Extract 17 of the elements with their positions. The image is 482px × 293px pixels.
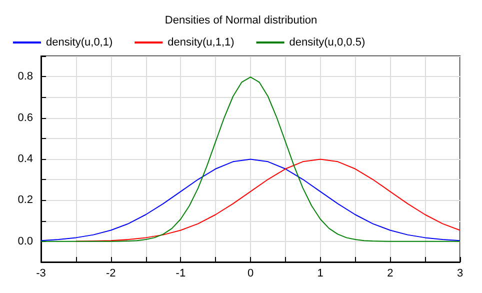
y-tick-label: 0.0 — [18, 235, 33, 248]
x-tick-label: -3 — [36, 268, 46, 280]
legend-label: density(u,0,0.5) — [289, 36, 366, 48]
chart-title: Densities of Normal distribution — [164, 14, 318, 26]
x-tick-label: 3 — [456, 268, 464, 280]
y-tick-label: 0.2 — [18, 194, 33, 206]
x-tick-label: 2 — [387, 268, 394, 280]
y-tick-label: 0.8 — [18, 70, 33, 83]
x-tick-label: -1 — [176, 268, 186, 280]
line-series — [40, 76, 460, 242]
x-tick-label: 0 — [247, 268, 254, 280]
legend-label: density(u,1,1) — [168, 36, 234, 48]
legend-label: density(u,0,1) — [46, 36, 113, 48]
y-tick-label: 0.6 — [18, 112, 33, 124]
y-tick-label: 0.4 — [18, 153, 33, 165]
x-tick-label: -2 — [106, 268, 116, 280]
x-tick-label: 1 — [317, 268, 324, 280]
